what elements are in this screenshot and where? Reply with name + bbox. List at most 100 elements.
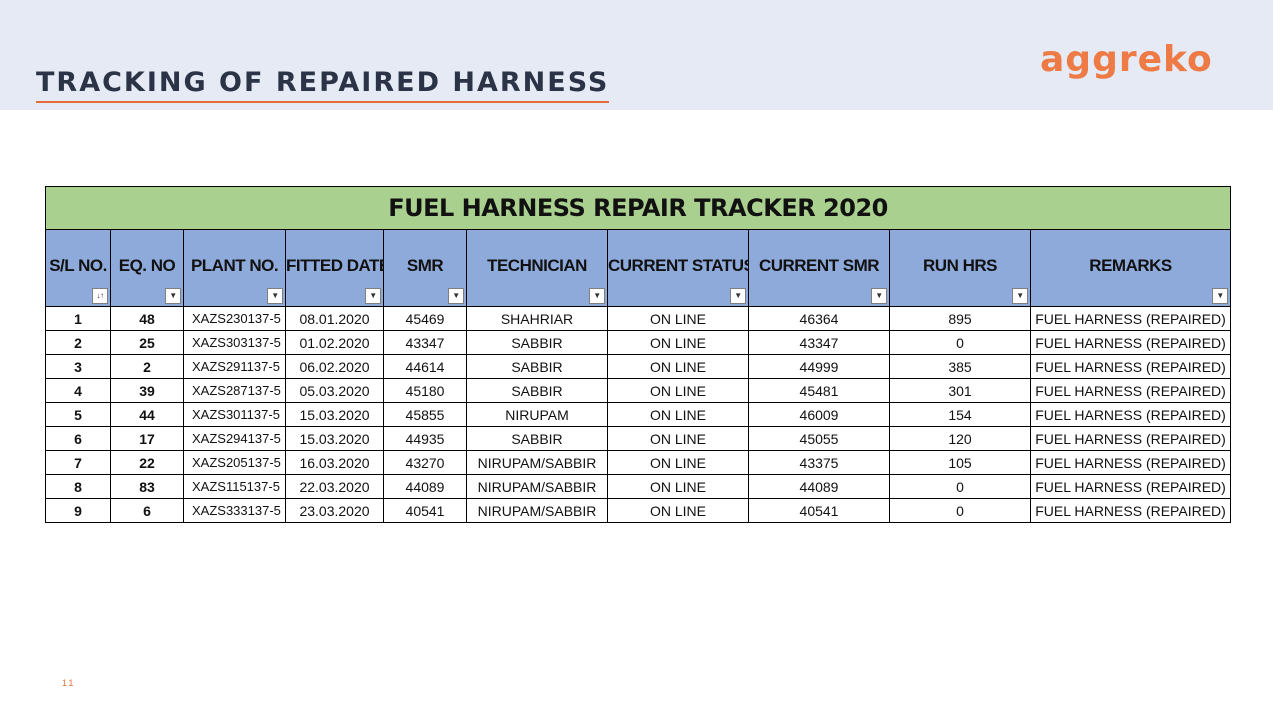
dropdown-filter-icon[interactable]: ▼ <box>365 288 381 304</box>
dropdown-filter-icon[interactable]: ▼ <box>1212 288 1229 304</box>
fitted-date-cell: 01.02.2020 <box>285 330 384 355</box>
dropdown-filter-icon[interactable]: ▼ <box>267 288 283 304</box>
current-smr-cell: 44089 <box>748 474 890 499</box>
dropdown-filter-icon[interactable]: ▼ <box>589 288 605 304</box>
aggreko-logo: aggreko <box>1040 39 1213 80</box>
column-header: RUN HRS ▼ <box>889 229 1031 307</box>
table-row: 4 39 XAZS287137-5 05.03.2020 45180 SABBIR ON L… <box>45 378 1232 403</box>
column-header: CURRENT STATUS ▼ <box>607 229 755 307</box>
run-hrs-cell: 0 <box>889 474 1031 499</box>
table-row: 6 17 XAZS294137-5 15.03.2020 44935 SABBIR ON L… <box>45 426 1232 451</box>
column-header: EQ. NO ▼ <box>110 229 184 307</box>
run-hrs-cell: 0 <box>889 498 1031 523</box>
run-hrs-cell: 0 <box>889 330 1031 355</box>
column-header-label: FITTED DATE <box>286 256 390 275</box>
column-header-label: CURRENT SMR <box>758 256 880 275</box>
dropdown-filter-icon[interactable]: ▼ <box>730 288 746 304</box>
plant-no-cell: XAZS230137-5 <box>183 306 286 331</box>
remarks-cell: FUEL HARNESS (REPAIRED) <box>1029 378 1232 403</box>
column-header-label: S/L NO. <box>49 256 107 275</box>
table-body: 1 48 XAZS230137-5 08.01.2020 45469 SHAHRIAR ON… <box>45 306 1232 523</box>
column-header: S/L NO. ↓↑ <box>45 229 111 307</box>
table-title: FUEL HARNESS REPAIR TRACKER 2020 <box>44 186 1232 230</box>
technician-cell: NIRUPAM/SABBIR <box>466 498 608 523</box>
smr-cell: 40541 <box>383 498 467 523</box>
column-header-label: SMR <box>406 256 444 275</box>
run-hrs-cell: 120 <box>889 426 1031 451</box>
column-header-label: RUN HRS <box>923 256 997 275</box>
column-header-label: EQ. NO <box>118 256 176 275</box>
dropdown-filter-icon[interactable]: ▼ <box>1012 288 1028 304</box>
run-hrs-cell: 385 <box>889 354 1031 379</box>
column-header-label: CURRENT STATUS <box>608 256 755 275</box>
current-status-cell: ON LINE <box>607 378 749 403</box>
column-header: FITTED DATE ▼ <box>285 229 390 307</box>
current-smr-cell: 43347 <box>748 330 890 355</box>
current-status-cell: ON LINE <box>607 354 749 379</box>
plant-no-cell: XAZS294137-5 <box>183 426 286 451</box>
technician-cell: SABBIR <box>466 354 608 379</box>
table-row: 9 6 XAZS333137-5 23.03.2020 40541 NIRUPAM/SAB… <box>45 498 1232 523</box>
plant-no-cell: XAZS115137-5 <box>183 474 286 499</box>
column-header: SMR ▼ <box>383 229 467 307</box>
eq-no-cell: 48 <box>110 306 184 331</box>
remarks-cell: FUEL HARNESS (REPAIRED) <box>1029 450 1232 475</box>
current-smr-cell: 46009 <box>748 402 890 427</box>
page-number: 11 <box>62 678 76 688</box>
sl-no-cell: 2 <box>45 330 111 355</box>
plant-no-cell: XAZS291137-5 <box>183 354 286 379</box>
table-row: 7 22 XAZS205137-5 16.03.2020 43270 NIRUPAM/SA… <box>45 450 1232 475</box>
table-row: 5 44 XAZS301137-5 15.03.2020 45855 NIRUPAM ON … <box>45 402 1232 427</box>
dropdown-filter-icon[interactable]: ▼ <box>871 288 887 304</box>
sl-no-cell: 3 <box>45 354 111 379</box>
header-band <box>0 0 1273 110</box>
plant-no-cell: XAZS333137-5 <box>183 498 286 523</box>
sl-no-cell: 9 <box>45 498 111 523</box>
dropdown-filter-icon[interactable]: ▼ <box>448 288 464 304</box>
technician-cell: NIRUPAM/SABBIR <box>466 450 608 475</box>
table-row: 1 48 XAZS230137-5 08.01.2020 45469 SHAHRIAR ON… <box>45 306 1232 331</box>
column-header-label: PLANT NO. <box>190 256 279 275</box>
current-smr-cell: 46364 <box>748 306 890 331</box>
run-hrs-cell: 154 <box>889 402 1031 427</box>
sl-no-cell: 1 <box>45 306 111 331</box>
column-header: TECHNICIAN ▼ <box>466 229 608 307</box>
plant-no-cell: XAZS287137-5 <box>183 378 286 403</box>
smr-cell: 44089 <box>383 474 467 499</box>
table-row: 2 25 XAZS303137-5 01.02.2020 43347 SABBIR ON L… <box>45 330 1232 355</box>
remarks-cell: FUEL HARNESS (REPAIRED) <box>1029 498 1232 523</box>
run-hrs-cell: 895 <box>889 306 1031 331</box>
technician-cell: SHAHRIAR <box>466 306 608 331</box>
smr-cell: 43347 <box>383 330 467 355</box>
smr-cell: 43270 <box>383 450 467 475</box>
eq-no-cell: 83 <box>110 474 184 499</box>
column-header-label: REMARKS <box>1089 256 1172 275</box>
plant-no-cell: XAZS303137-5 <box>183 330 286 355</box>
current-smr-cell: 44999 <box>748 354 890 379</box>
current-status-cell: ON LINE <box>607 450 749 475</box>
sl-no-cell: 7 <box>45 450 111 475</box>
column-header: CURRENT SMR ▼ <box>748 229 890 307</box>
sl-no-cell: 4 <box>45 378 111 403</box>
fitted-date-cell: 22.03.2020 <box>285 474 384 499</box>
eq-no-cell: 44 <box>110 402 184 427</box>
technician-cell: SABBIR <box>466 378 608 403</box>
remarks-cell: FUEL HARNESS (REPAIRED) <box>1029 330 1232 355</box>
sl-no-cell: 5 <box>45 402 111 427</box>
fitted-date-cell: 15.03.2020 <box>285 426 384 451</box>
sl-no-cell: 8 <box>45 474 111 499</box>
smr-cell: 45469 <box>383 306 467 331</box>
sort-filter-icon[interactable]: ↓↑ <box>92 288 108 304</box>
page-title: TRACKING OF REPAIRED HARNESS <box>36 66 610 103</box>
table-row: 8 83 XAZS115137-5 22.03.2020 44089 NIRUPAM/SA… <box>45 474 1232 499</box>
plant-no-cell: XAZS205137-5 <box>183 450 286 475</box>
fitted-date-cell: 15.03.2020 <box>285 402 384 427</box>
column-header: REMARKS ▼ <box>1029 229 1232 307</box>
smr-cell: 44614 <box>383 354 467 379</box>
smr-cell: 44935 <box>383 426 467 451</box>
current-smr-cell: 43375 <box>748 450 890 475</box>
current-status-cell: ON LINE <box>607 498 749 523</box>
fitted-date-cell: 16.03.2020 <box>285 450 384 475</box>
eq-no-cell: 6 <box>110 498 184 523</box>
dropdown-filter-icon[interactable]: ▼ <box>165 288 181 304</box>
